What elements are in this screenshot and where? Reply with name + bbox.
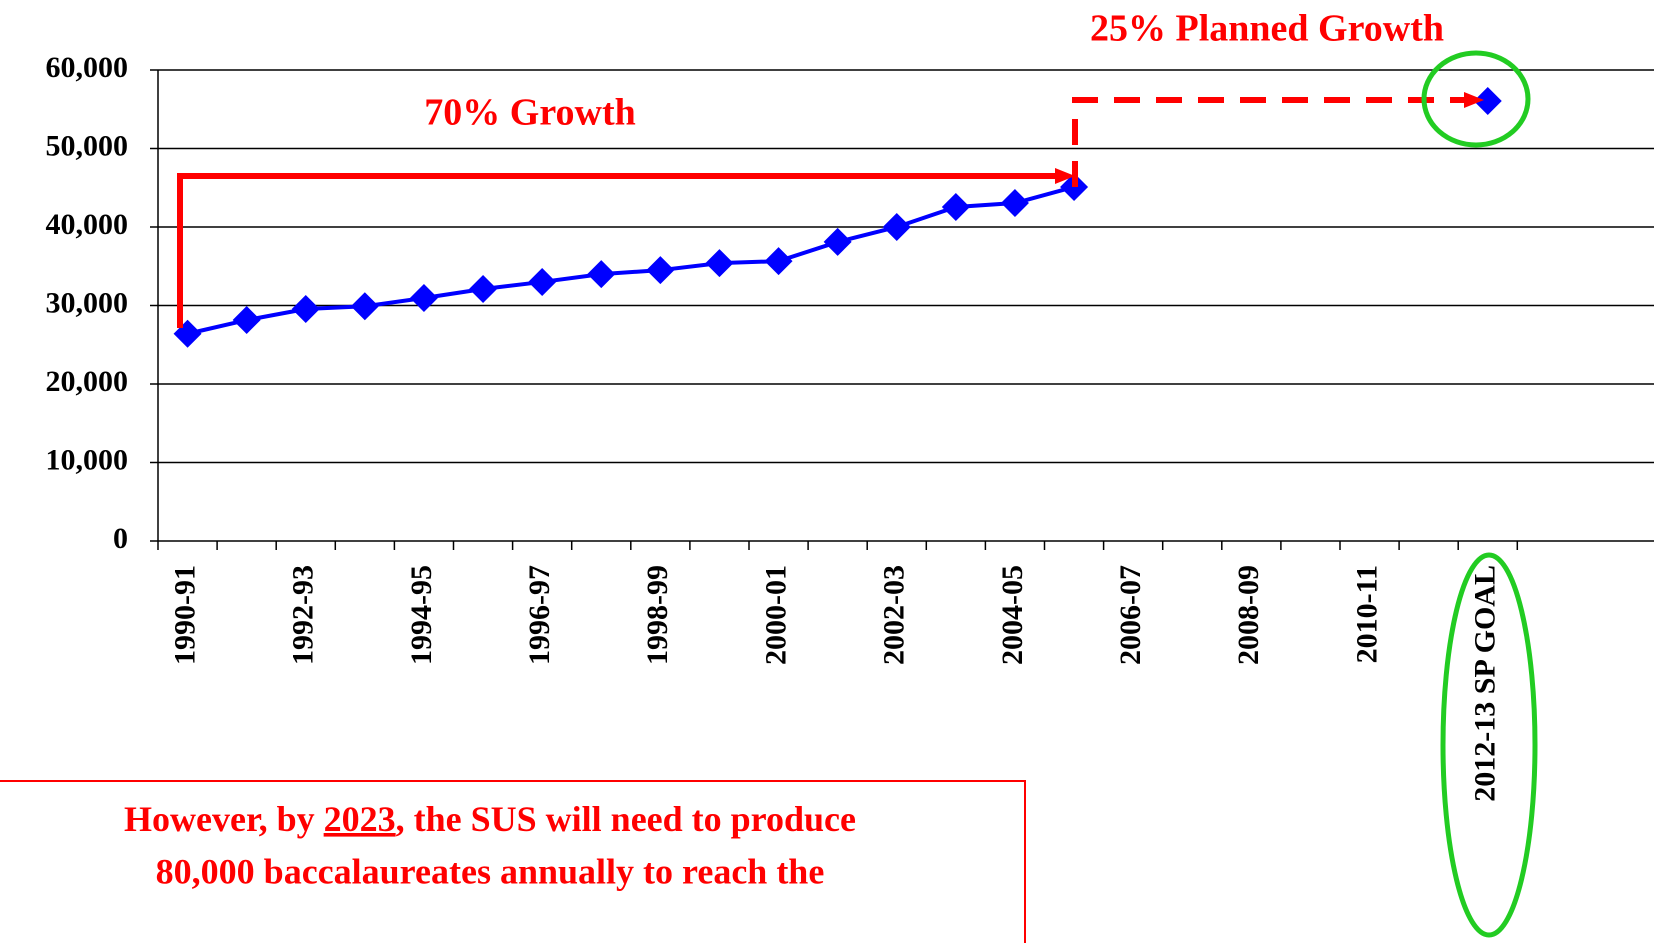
marker [528,267,557,296]
note-line: 80,000 baccalaureates annually to reach … [156,851,825,891]
marker [646,256,675,285]
planned-arrow [1072,97,1470,187]
y-tick-label: 50,000 [46,129,129,162]
x-tick-label: 2002-03 [878,565,911,665]
arrow-head [1055,168,1075,184]
marker [764,247,793,276]
line [188,101,1488,334]
y-tick-label: 10,000 [46,443,129,476]
note-line: However, by 2023, the SUS will need to p… [124,799,856,839]
y-tick-label: 60,000 [46,51,129,84]
note-box [0,780,1026,943]
annotation: 25% Planned Growth [1090,8,1444,50]
marker [941,192,970,221]
x-tick-label: 1992-93 [287,565,320,665]
y-tick-label: 40,000 [46,208,129,241]
note-text: 2023 [324,799,396,839]
annotation: 70% Growth [424,92,635,134]
plot: 0 10,000 20,000 30,000 40,000 50,000 60,000 199… [46,51,1654,802]
highlight-ellipse [1440,552,1538,938]
x-tick-label: 2000-01 [759,565,792,665]
marker [705,249,734,278]
x-tick-label: 1994-95 [405,565,438,665]
y-tick-label: 20,000 [46,365,129,398]
x-tick-label: 2012-13 SP GOAL [1469,565,1502,802]
marker [1473,87,1502,116]
marker [469,275,498,304]
x-tick-label: 2008-09 [1232,565,1265,665]
arrow-head [1464,92,1484,108]
x-tick-label: 2006-07 [1114,565,1147,665]
note-text: However, by [124,799,324,839]
marker [882,213,911,241]
highlight-ellipse [1421,50,1531,148]
x-tick-label: 1990-91 [168,565,201,665]
x-tick-label: 1996-97 [523,565,556,665]
marker [232,306,261,335]
marker [1000,189,1029,218]
marker [823,227,852,256]
x-tick-label: 2004-05 [996,565,1029,665]
y-tick-label: 30,000 [46,286,129,319]
marker [409,284,438,313]
note-text: , the SUS will need to produce [396,799,856,839]
x-tick-label: 2010-11 [1350,565,1383,663]
marker [291,295,320,324]
growth-arrow [177,173,1060,328]
y-tick-label: 0 [113,522,128,555]
marker [350,292,379,321]
x-tick-label: 1998-99 [641,565,674,665]
marker [587,260,616,289]
